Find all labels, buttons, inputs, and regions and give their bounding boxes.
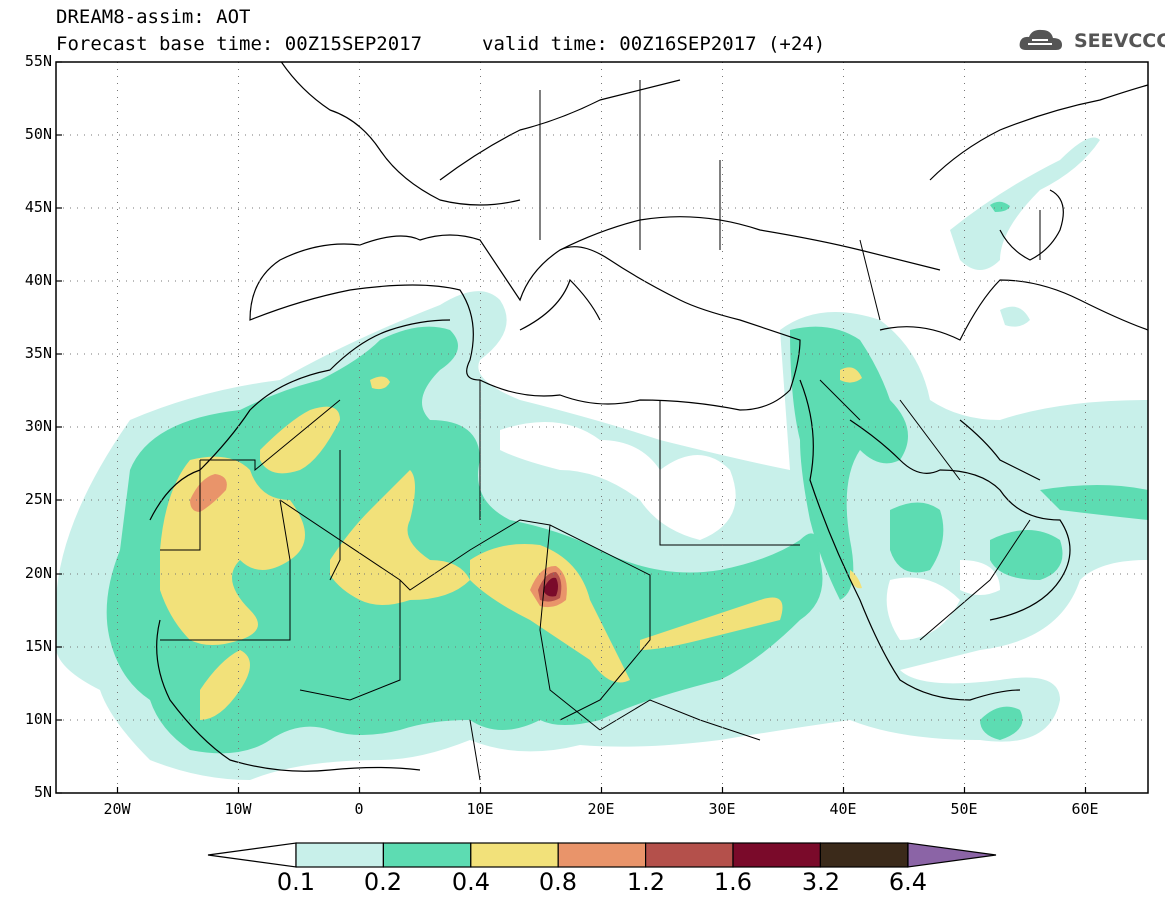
lat-label: 35N	[24, 344, 52, 362]
axis-ticks	[56, 61, 1087, 794]
colorbar-cell	[732, 842, 822, 868]
colorbar-label: 0.8	[538, 868, 578, 896]
lon-label: 50E	[950, 800, 978, 818]
lat-label: 5N	[33, 783, 52, 801]
colorbar-cell	[470, 842, 559, 868]
colorbar-cell	[819, 842, 909, 868]
lat-label: 10N	[24, 710, 52, 728]
colorbar-label: 0.4	[451, 868, 491, 896]
aot-level-1.6	[544, 577, 558, 597]
lon-label: 10W	[224, 800, 252, 818]
colorbar-low-arrow	[207, 842, 297, 868]
valid-time: valid time: 00Z16SEP2017 (+24)	[482, 33, 826, 55]
colorbar-label: 0.2	[363, 868, 403, 896]
map-title: DREAM8-assim: AOT	[56, 6, 251, 28]
colorbar-label: 1.6	[713, 868, 753, 896]
lon-label: 0	[354, 800, 364, 818]
lon-label: 30E	[708, 800, 736, 818]
logo-text: SEEVCCC	[1074, 30, 1165, 52]
lon-label: 20E	[587, 800, 615, 818]
lat-label: 15N	[24, 637, 52, 655]
lon-label: 20W	[103, 800, 131, 818]
lat-label: 45N	[24, 198, 52, 216]
cloud-icon	[1019, 29, 1062, 50]
coastlines-borders	[149, 62, 1148, 772]
forecast-base-time: Forecast base time: 00Z15SEP2017	[56, 33, 423, 55]
lat-label: 30N	[24, 417, 52, 435]
colorbar-label: 3.2	[801, 868, 841, 896]
lon-label: 60E	[1071, 800, 1099, 818]
colorbar-label: 1.2	[626, 868, 666, 896]
colorbar-label: 0.1	[276, 868, 316, 896]
lat-label: 20N	[24, 564, 52, 582]
colorbar-cell	[295, 842, 385, 868]
lon-label: 40E	[829, 800, 857, 818]
lat-label: 50N	[24, 125, 52, 143]
colorbar-cell	[644, 842, 734, 868]
lon-label: 10E	[466, 800, 494, 818]
lat-label: 55N	[24, 52, 52, 70]
country-borders	[160, 80, 1041, 781]
colorbar-high-arrow	[907, 842, 997, 868]
lat-label: 25N	[24, 490, 52, 508]
colorbar-cell	[557, 842, 647, 868]
colorbar-cell	[382, 842, 472, 868]
colorbar-label: 6.4	[888, 868, 928, 896]
colorbar	[207, 842, 997, 868]
graticule	[56, 62, 1148, 793]
lat-label: 40N	[24, 271, 52, 289]
